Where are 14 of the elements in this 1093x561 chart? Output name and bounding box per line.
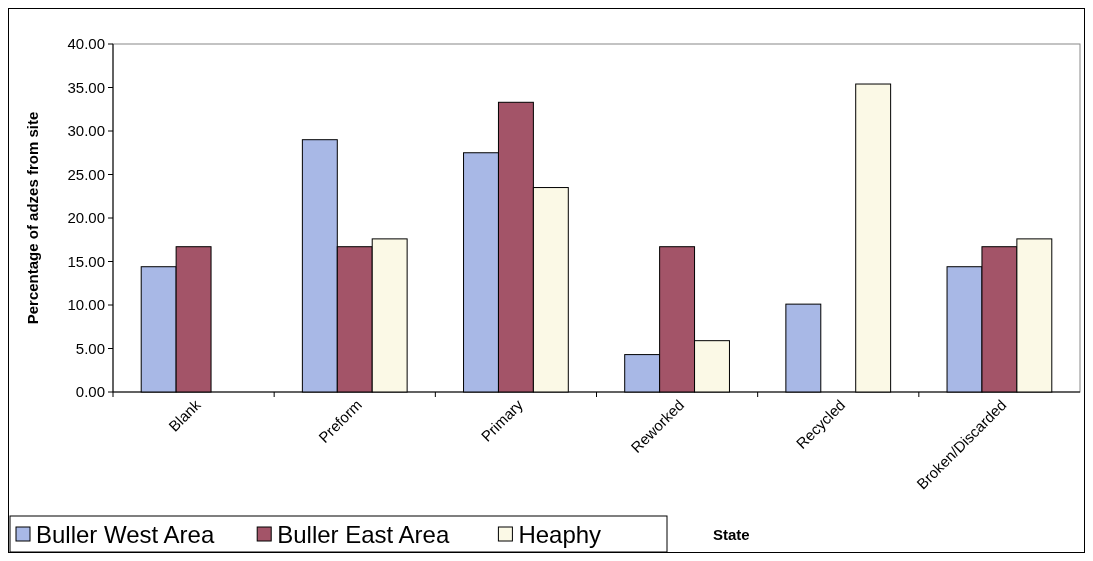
legend-label: Buller East Area	[277, 521, 450, 549]
y-tick-label: 30.00	[67, 122, 105, 140]
y-tick-label: 15.00	[67, 252, 105, 270]
y-tick-label: 0.00	[75, 383, 105, 401]
legend-label: Heaphy	[518, 521, 602, 549]
y-tick-label: 25.00	[67, 165, 105, 183]
y-tick-label: 20.00	[67, 209, 105, 227]
y-tick-label: 40.00	[67, 35, 105, 53]
y-tick-label: 10.00	[67, 296, 105, 314]
x-axis-title: State	[713, 526, 750, 543]
y-axis-title: Percentage of adzes from site	[24, 111, 41, 325]
y-tick-label: 5.00	[75, 339, 105, 357]
legend-label: Buller West Area	[36, 521, 215, 549]
y-tick-label: 35.00	[67, 78, 105, 96]
